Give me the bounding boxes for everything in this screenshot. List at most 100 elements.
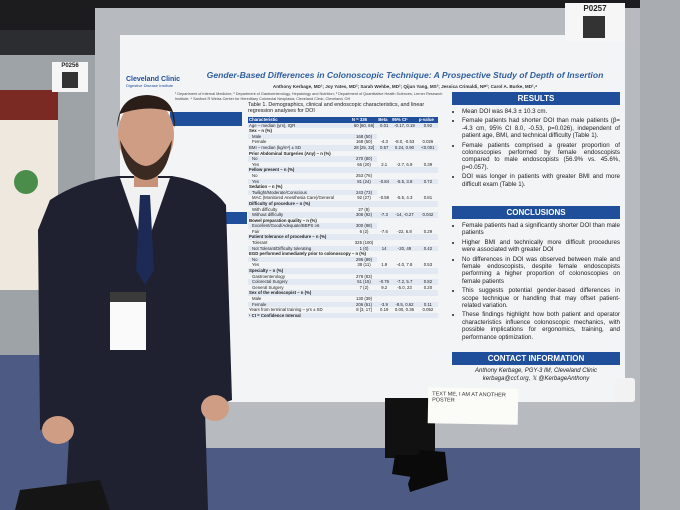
table-row: Difficulty of procedure – n (%) <box>248 200 438 207</box>
table-cell: -8.5, 0.62 <box>391 301 418 308</box>
table-header-cell: Beta <box>377 117 392 123</box>
table-row: EGD performed immediately prior to colon… <box>248 251 438 257</box>
table-cell: 168 (50) <box>350 133 378 140</box>
result-item: Mean DOI was 84.3 ± 10.3 cm. <box>462 108 620 115</box>
note-text: TEXT ME, I AM AT ANOTHER POSTER <box>432 391 506 404</box>
table-cell: Fair <box>252 228 260 234</box>
left-poster-id: P0256 <box>61 63 79 69</box>
table-cell: Bowel preparation quality – n (%) <box>249 217 317 223</box>
table-cell: 92 (27) <box>357 195 371 201</box>
table-cell: Fellow present – n (%) <box>248 167 438 173</box>
table-cell: 38 (11) <box>357 262 371 268</box>
table-cell: -0.84 <box>377 178 392 185</box>
table-cell: 306 (92) <box>350 212 378 218</box>
contact-line: Anthony Kerbage, PGY-3 IM, Cleveland Cli… <box>475 368 597 374</box>
table-row: Colorectal Surgery 51 (15) -0.76 -7.2, 5.7 0… <box>248 279 438 285</box>
table-cell: 325 (100) <box>354 240 374 246</box>
logo: Cleveland Clinic Digestive Disease Insti… <box>126 76 186 88</box>
table-cell: -8.0, -0.53 <box>394 139 415 145</box>
table-cell: Gastroenterology <box>252 273 285 279</box>
table-cell: 60 [60, 68] <box>350 122 378 129</box>
contact: CONTACT INFORMATION Anthony Kerbage, PGY… <box>452 352 620 383</box>
table-cell: 0.57 <box>377 144 392 151</box>
table-cell: 0.24, 0.90 <box>391 144 418 151</box>
conclusion-item: Higher BMI and technically more difficul… <box>462 239 620 254</box>
table-cell: 9.2 <box>381 284 388 290</box>
table-cell: 0.026 <box>422 139 434 145</box>
table-cell: -2.7, 6.9 <box>396 161 413 167</box>
table-cell: Excellent/Good/Adequate/BBPS ≥6 <box>248 223 351 229</box>
table-row: BMI – median (kg/m²) ± SD 28 [25, 32] 0.57… <box>248 144 438 151</box>
table-cell: MAC (Monitored Anesthesia Care)/General <box>252 195 334 201</box>
table-cell: 206 (61) <box>350 301 378 308</box>
table-cell: -5.5, 3.8 <box>391 178 418 185</box>
table-row: Yes 38 (11) 1.9 -4.0, 7.8 0.53 <box>248 262 438 268</box>
table-cell: Prior Abdominal Surgeries (Any) – n (%) <box>249 150 331 156</box>
table-row: Not Tolerant/Difficulty tolerating 1 (0) 1… <box>248 245 438 252</box>
table-cell: 300 (98) <box>350 223 378 229</box>
table-cell: Male <box>252 296 262 301</box>
table-cell: 51 (15) <box>350 279 378 285</box>
table-cell: <0.001 <box>417 144 438 151</box>
table-row: Sex – n (%) <box>248 128 438 134</box>
table-cell: No <box>248 256 351 263</box>
logo-text: Cleveland Clinic <box>126 76 181 83</box>
table-cell: -20, 49 <box>391 245 418 252</box>
table-cell: 0.01 <box>377 122 392 129</box>
table-header: Characteristic N = 336 Beta 95% CI¹ p-value <box>248 117 438 123</box>
board-post <box>640 0 680 510</box>
table-cell: Female <box>248 301 351 308</box>
table-cell: 0.72 <box>417 178 438 185</box>
table-cell: Years from terminal training – yrs ± SD <box>249 307 323 313</box>
table-caption: Table 1. Demographics, clinical and endo… <box>248 102 425 114</box>
table-header-cell: N = 336 <box>350 117 378 123</box>
tie <box>136 195 154 285</box>
table-cell: Patient tolerance of procedure – n (%) <box>248 234 438 241</box>
table-row: MAC (Monitored Anesthesia Care)/General 9… <box>248 195 438 201</box>
result-item: Female patients comprised a greater prop… <box>462 142 620 172</box>
table-row: Prior Abdominal Surgeries (Any) – n (%) <box>248 151 438 157</box>
table-cell: -3.9 <box>377 301 392 308</box>
table-row: Yes 81 (24) -0.84 -5.5, 3.8 0.72 <box>248 178 438 185</box>
table-cell: -7.3 <box>377 212 392 218</box>
table-cell: -4.0, 7.8 <box>396 262 413 268</box>
table-cell: Male <box>248 133 351 140</box>
table-cell: General Surgery <box>252 284 284 290</box>
table-row: Male 130 (39) <box>248 296 438 302</box>
table-row: Male 168 (50) <box>248 133 438 140</box>
table-cell: 168 (50) <box>356 139 373 145</box>
hand <box>201 395 229 421</box>
note-card: TEXT ME, I AM AT ANOTHER POSTER <box>427 387 519 425</box>
table-cell: Colorectal Surgery <box>248 279 351 285</box>
table-cell: -5.0, 23 <box>397 284 412 290</box>
table-cell: 0.00, 0.36 <box>394 307 415 313</box>
conclusions-list: Female patients had a significantly shor… <box>452 222 620 341</box>
table-row: Sex of the endoscopist – n (%) <box>248 290 438 296</box>
table-cell: Specialty – n (%) <box>248 268 438 274</box>
table-cell: Age – median (yrs), IQR <box>248 122 351 129</box>
table-header-cell: p-value <box>417 117 438 123</box>
table-cell: 296 (89) <box>350 256 378 263</box>
table-cell: 7 (2) <box>359 284 369 290</box>
table-row: Age – median (yrs), IQR 60 [60, 68] 0.01 -0… <box>248 122 438 129</box>
result-item: Female patients had shorter DOI than mal… <box>462 117 620 139</box>
table-cell: 1 (0) <box>350 245 378 252</box>
conclusion-item: Female patients had a significantly shor… <box>462 222 620 237</box>
table-cell: No <box>252 172 258 178</box>
section-heading: CONCLUSIONS <box>452 206 620 219</box>
conclusions: CONCLUSIONS Female patients had a signif… <box>452 206 620 343</box>
table-cell: 278 (83) <box>356 273 373 279</box>
table-cell: 0.39 <box>423 161 433 167</box>
table-cell: Sex of the endoscopist – n (%) <box>248 290 438 296</box>
table-cell: -0.59 <box>379 195 390 201</box>
table-row: Fair 6 (2) -7.6 -22, 6.8 0.29 <box>248 229 438 235</box>
visitor-legs <box>385 398 435 458</box>
table-row: ¹ CI = Confidence Interval <box>248 312 438 319</box>
bag <box>15 480 110 510</box>
table-cell: 253 (76) <box>356 172 373 178</box>
section-heading: CONTACT INFORMATION <box>452 352 620 365</box>
table-row: Female 168 (50) -4.3 -8.0, -0.53 0.026 <box>248 139 438 145</box>
table-cell: 0.052 <box>422 307 434 313</box>
hand <box>42 416 74 444</box>
